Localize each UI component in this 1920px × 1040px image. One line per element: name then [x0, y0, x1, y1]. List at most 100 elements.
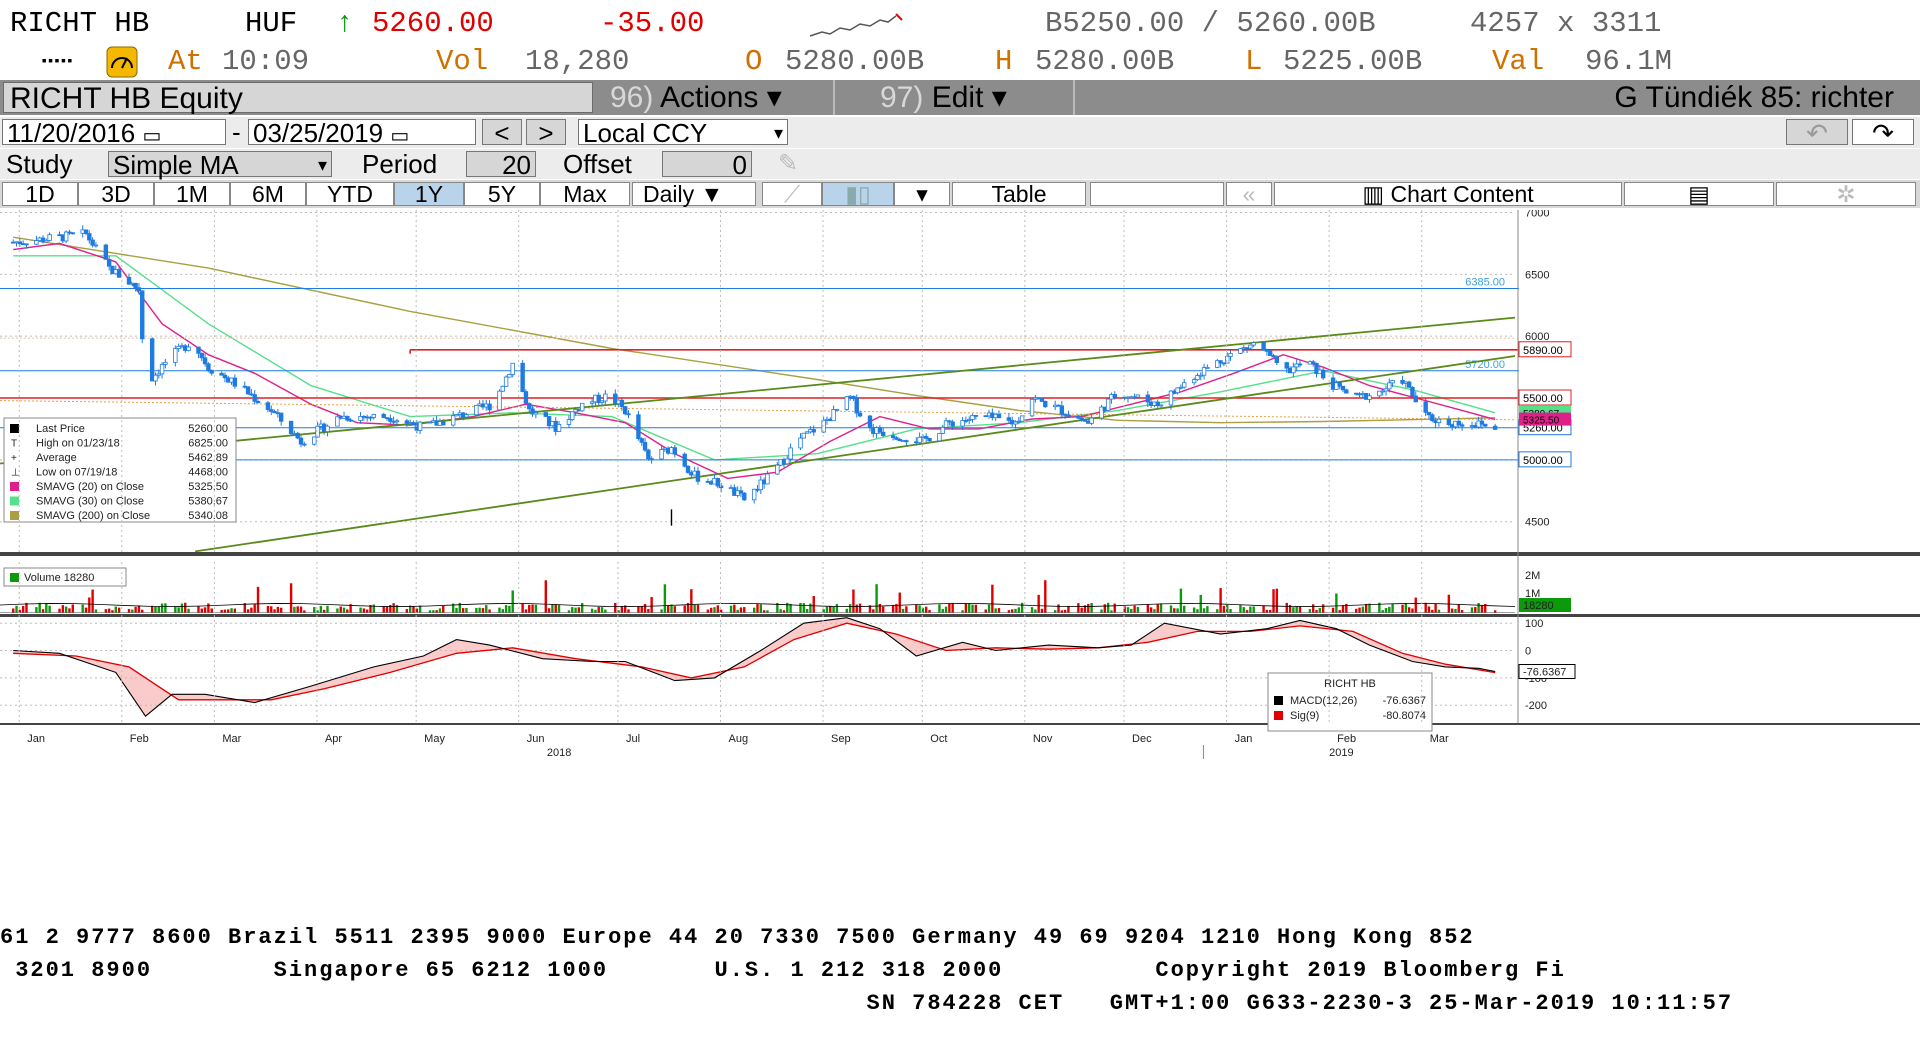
volume-bar: [1106, 602, 1110, 613]
volume-bar: [905, 606, 908, 613]
volume-bar: [1338, 610, 1341, 613]
candle-body: [1479, 420, 1485, 425]
x-tick-label: Jan: [1235, 733, 1253, 745]
volume-bar: [805, 609, 809, 613]
offset-input[interactable]: 0: [662, 151, 752, 178]
candle-body: [335, 416, 340, 427]
chart-type-dropdown[interactable]: ▾: [894, 182, 950, 206]
volume-bar: [405, 609, 409, 613]
candle-body: [163, 361, 168, 365]
x-axis: Jan Feb Mar Apr May Jun Jul Aug Sep Oct Nov Dec Jan F…: [18, 210, 1519, 759]
tab-5y[interactable]: 5Y: [464, 182, 540, 206]
macd-tick-label: 0: [1525, 646, 1531, 658]
volume-bar: [461, 608, 465, 613]
volume-bar: [488, 609, 491, 613]
chart-content-button[interactable]: ▥ Chart Content: [1274, 182, 1622, 206]
candle-body: [176, 345, 181, 350]
volume-bar: [852, 589, 855, 613]
volume-bar: [1341, 605, 1345, 613]
prev-period-button[interactable]: <: [482, 119, 522, 146]
candle-body: [149, 338, 155, 382]
volume-bar: [35, 607, 38, 613]
candle-body: [894, 437, 899, 440]
sma-tag-label: 5325.50: [1523, 416, 1560, 427]
volume-bar: [319, 605, 323, 613]
study-select[interactable]: Simple MA ▾: [108, 151, 332, 178]
volume-bar: [68, 608, 71, 613]
volume-bar: [1123, 606, 1126, 613]
drag-handle[interactable]: ▪▪▪▪▪: [40, 54, 74, 70]
volume-bar: [154, 606, 157, 613]
table-button[interactable]: Table: [952, 182, 1086, 206]
calendar-icon[interactable]: ▭: [142, 125, 162, 147]
volume-bar: [369, 605, 372, 613]
tab-1m[interactable]: 1M: [154, 182, 230, 206]
candle-body: [917, 436, 922, 444]
line-chart-icon[interactable]: ⟋: [762, 182, 822, 206]
tab-ytd[interactable]: YTD: [306, 182, 394, 206]
pen-icon[interactable]: ✎: [778, 150, 799, 177]
end-date-field[interactable]: 03/25/2019 ▭: [248, 119, 476, 147]
candle-body: [801, 432, 807, 439]
volume-bar: [660, 609, 663, 613]
candle-body: [1006, 417, 1012, 421]
calendar-icon[interactable]: ▭: [390, 125, 410, 147]
candle-body: [159, 364, 165, 375]
bar-chart-icon: ▥: [1362, 181, 1385, 207]
volume-bar: [987, 604, 991, 613]
tab-6m[interactable]: 6M: [230, 182, 306, 206]
volume-bar: [1040, 608, 1044, 613]
candle-body: [298, 437, 304, 445]
volume-bar: [799, 603, 802, 613]
redo-button[interactable]: ↷: [1852, 119, 1914, 146]
security-title: RICHT HB Equity: [3, 82, 593, 114]
volume-bar: [1315, 609, 1318, 613]
currency-select[interactable]: Local CCY ▾: [578, 119, 788, 146]
volume-bar: [15, 605, 18, 613]
volume-bar: [1493, 610, 1497, 613]
tab-1y[interactable]: 1Y: [394, 182, 464, 206]
tab-max[interactable]: Max: [540, 182, 630, 206]
volume-bar: [418, 605, 422, 613]
gear-icon[interactable]: ✲: [1776, 182, 1916, 206]
trendline: [195, 355, 1516, 553]
candle-body: [24, 243, 29, 246]
candle-body: [209, 369, 214, 374]
undo-button[interactable]: ↶: [1786, 119, 1848, 146]
candle-body: [1135, 394, 1141, 398]
candle-body: [441, 421, 446, 426]
volume-bar: [739, 607, 743, 613]
macd-legend-value: -80.8074: [1383, 710, 1426, 722]
candle-chart-icon[interactable]: ▮▯: [822, 182, 894, 206]
ticker: RICHT HB: [10, 7, 150, 40]
volume-bar: [554, 604, 557, 613]
edit-menu[interactable]: 97) Edit ▾: [880, 80, 1070, 115]
candle-body: [523, 391, 529, 404]
volume-bar: [256, 586, 260, 613]
legend-value: 5380.67: [188, 496, 228, 508]
price-tick-label: 4500: [1525, 517, 1549, 529]
collapse-icon[interactable]: «: [1226, 182, 1272, 206]
volume-tag-label: 18280: [1523, 600, 1554, 612]
gauge-icon[interactable]: [106, 46, 138, 78]
tab-1d[interactable]: 1D: [2, 182, 78, 206]
period-input[interactable]: 20: [466, 151, 536, 178]
volume-bar: [1183, 605, 1186, 613]
start-date-field[interactable]: 11/20/2016 ▭: [2, 119, 226, 147]
tab-3d[interactable]: 3D: [78, 182, 154, 206]
actions-menu[interactable]: 96) Actions ▾: [610, 80, 830, 115]
volume-bar: [1222, 605, 1226, 613]
volume-bar: [752, 607, 756, 613]
candle-body: [857, 412, 863, 417]
candle-body: [1059, 405, 1065, 415]
volume-bar: [1245, 610, 1249, 613]
frequency-select[interactable]: Daily ▼: [632, 182, 756, 206]
volume-bar: [160, 603, 164, 613]
candle-body: [1175, 387, 1180, 394]
next-period-button[interactable]: >: [526, 119, 566, 146]
candle-body: [173, 348, 178, 363]
annotate-icon[interactable]: ▤: [1624, 182, 1774, 206]
x-tick-label: Apr: [325, 733, 342, 745]
level-tag-label: 5890.00: [1523, 345, 1563, 357]
candle-body: [34, 240, 39, 245]
